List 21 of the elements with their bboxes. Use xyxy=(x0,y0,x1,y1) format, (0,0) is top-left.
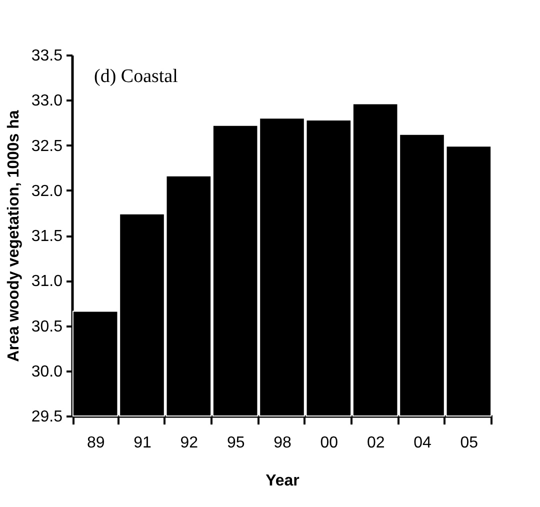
x-tick-label: 95 xyxy=(226,434,245,452)
x-tick-label: 05 xyxy=(460,434,478,452)
y-tick-label: 31.5 xyxy=(31,228,63,245)
x-tick-label: 91 xyxy=(134,434,152,452)
y-tick-label: 33.0 xyxy=(31,92,63,110)
x-tick-label: 00 xyxy=(320,434,338,452)
x-tick-label: 98 xyxy=(274,434,292,452)
x-tick-label: 04 xyxy=(414,434,432,452)
x-tick-label: 92 xyxy=(180,434,198,452)
y-tick-label: 32.5 xyxy=(31,138,63,155)
y-tick-label: 32.0 xyxy=(31,182,63,200)
x-tick-label: 02 xyxy=(366,434,385,452)
x-tick-label: 89 xyxy=(86,434,105,452)
y-tick-label: 30.5 xyxy=(31,318,63,336)
y-tick-label: 29.5 xyxy=(31,408,63,426)
y-tick-label: 33.5 xyxy=(31,48,63,64)
x-axis-title: Year xyxy=(266,472,300,490)
y-axis-title: Area woody vegetation, 1000s ha xyxy=(5,110,22,362)
y-tick-label: 31.0 xyxy=(31,273,63,290)
y-tick-label: 30.0 xyxy=(31,363,63,380)
annotation: (d) Coastal xyxy=(94,66,178,87)
